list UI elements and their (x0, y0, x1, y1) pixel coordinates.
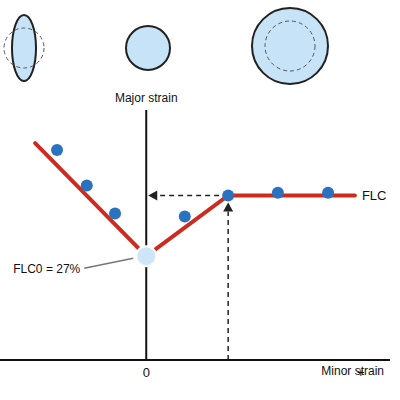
svg-text:Minor strain: Minor strain (321, 364, 384, 378)
svg-text:Major strain: Major strain (115, 91, 178, 105)
svg-text:FLC0 = 27%: FLC0 = 27% (13, 262, 80, 276)
svg-text:FLC: FLC (362, 188, 387, 203)
svg-text:0: 0 (143, 365, 150, 380)
